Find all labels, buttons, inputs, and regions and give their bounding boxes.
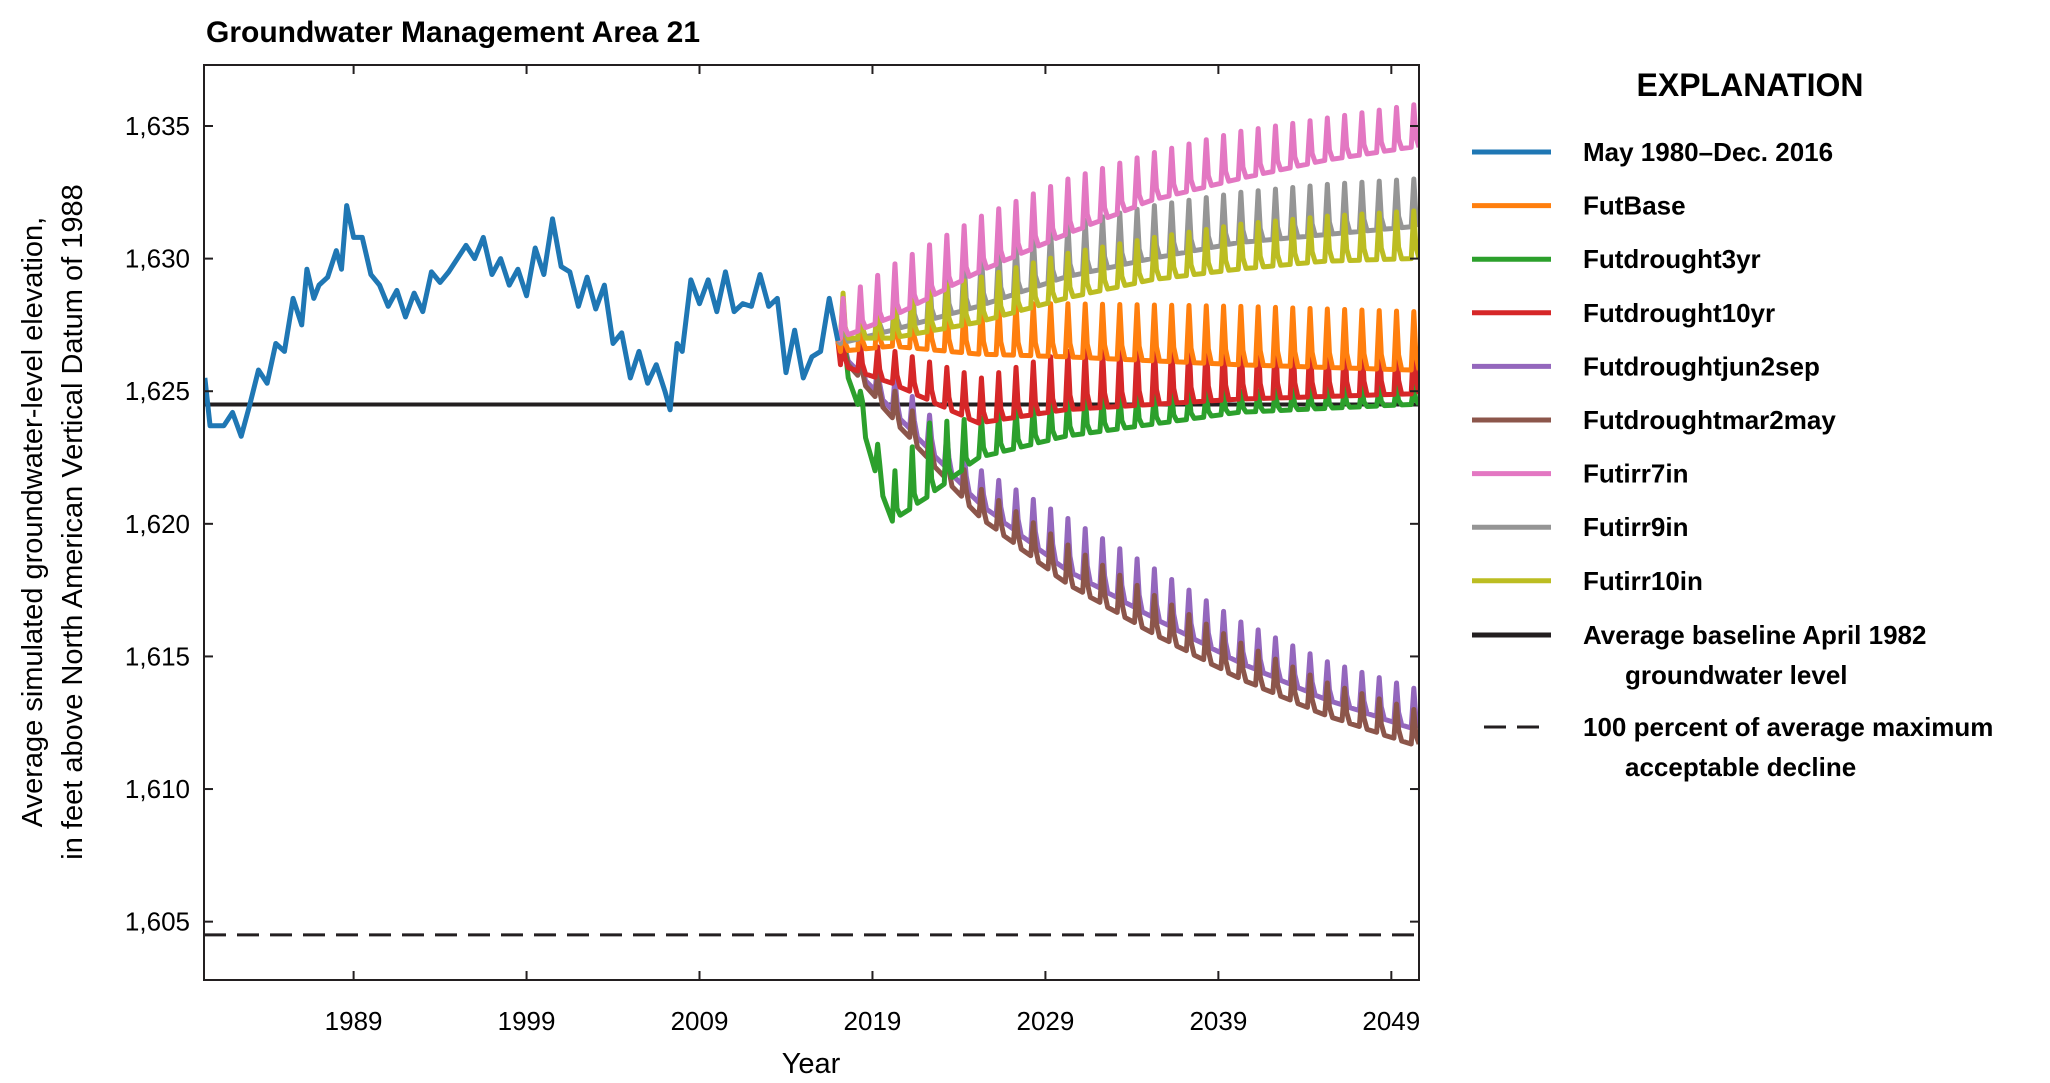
legend-item: Futirr9in [1472,512,1688,542]
x-tick-label: 2019 [844,1006,902,1036]
legend-label: Futdroughtjun2sep [1583,351,1820,381]
y-axis-label-line-2: in feet above North American Vertical Da… [57,184,89,859]
legend-item: Futirr7in [1472,459,1688,489]
legend-label: Futirr10in [1583,566,1703,596]
legend-label: Futdrought10yr [1583,298,1775,328]
series-line-futdroughtmar2may [835,340,1419,747]
legend-item: Average baseline April 1982 groundwater l… [1472,620,1926,690]
legend-item: Futdroughtjun2sep [1472,351,1820,381]
x-tick-labels: 1989 1999 2009 2019 2029 2039 2049 [325,1006,1421,1036]
x-tick-label: 2049 [1362,1006,1420,1036]
legend-item: FutBase [1472,191,1686,221]
x-tick-label: 1999 [498,1006,556,1036]
legend-label: May 1980–Dec. 2016 [1583,137,1833,167]
legend-item: Futirr10in [1472,566,1703,596]
legend-label: FutBase [1583,191,1686,221]
legend-label: Futirr7in [1583,459,1688,489]
y-tick-label: 1,615 [125,641,190,671]
legend-label: 100 percent of average maximum [1583,712,1993,742]
legend-item: 100 percent of average maximum acceptable… [1484,712,1993,782]
y-tick-labels: 1,605 1,610 1,615 1,620 1,625 1,630 1,635 [125,111,190,937]
y-tick-label: 1,630 [125,244,190,274]
series-line-futdrought10yr [835,335,1419,426]
x-tick-label: 2009 [671,1006,729,1036]
x-tick-label: 2039 [1189,1006,1247,1036]
series-line-futdrought3yr [835,335,1419,524]
legend-item: Futdrought3yr [1472,244,1761,274]
y-tick-label: 1,620 [125,509,190,539]
legend: EXPLANATION May 1980–Dec. 2016 FutBase Fut… [1472,67,1993,782]
plot-frame [203,64,1420,981]
series-line-futirr10in [836,208,1419,343]
x-axis-label: Year [782,1048,841,1080]
y-axis-label-line-1: Average simulated groundwater-level elev… [17,217,49,827]
y-tick-label: 1,610 [125,774,190,804]
legend-label: Futirr9in [1583,512,1688,542]
x-tick-label: 1989 [325,1006,383,1036]
legend-item: May 1980–Dec. 2016 [1472,137,1833,167]
axis-ticks [204,65,1419,980]
legend-item: Futdrought10yr [1472,298,1775,328]
x-tick-label: 2029 [1016,1006,1074,1036]
series-line-futirr7in [836,102,1419,343]
legend-label: Futdrought3yr [1583,244,1761,274]
legend-title: EXPLANATION [1637,67,1864,103]
legend-label: Average baseline April 1982 [1583,620,1926,650]
legend-label-line-2: acceptable decline [1625,752,1856,782]
y-axis-label: Average simulated groundwater-level elev… [17,184,89,859]
y-tick-label: 1,605 [125,907,190,937]
chart-title: Groundwater Management Area 21 [206,16,700,49]
legend-label: Futdroughtmar2may [1583,405,1836,435]
series-line-historical [204,203,841,439]
legend-item: Futdroughtmar2may [1472,405,1836,435]
y-tick-label: 1,625 [125,376,190,406]
legend-label-line-2: groundwater level [1625,660,1848,690]
y-tick-label: 1,635 [125,111,190,141]
plot-area [204,102,1419,937]
